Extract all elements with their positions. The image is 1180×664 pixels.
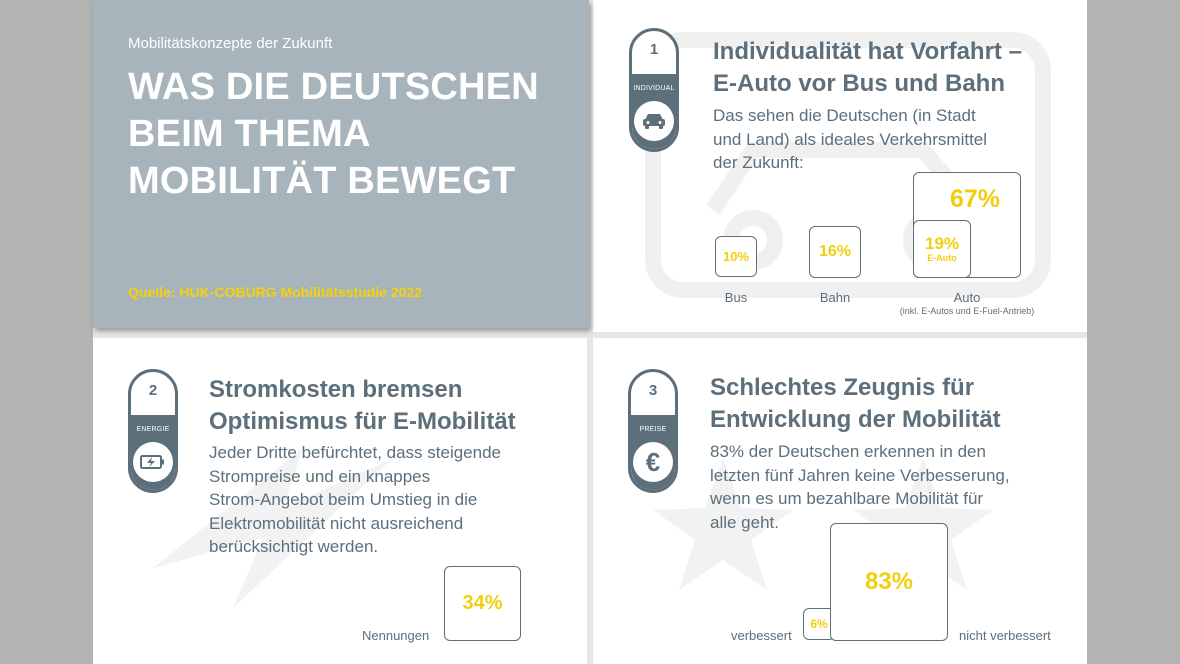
value-label: 67% (949, 185, 1000, 213)
source-note: Quelle: HUK-COBURG Mobilitätsstudie 2022 (128, 284, 423, 300)
section-badge: 1 INDIVIDUAL (629, 28, 679, 152)
section-tag: ENERGIE (136, 426, 170, 433)
body-line: letzten fünf Jahren keine Verbesserung, (710, 465, 1010, 485)
section-title-line: Individualität hat Vorfahrt – (713, 38, 1022, 65)
section-badge: 2 ENERGIE (128, 369, 178, 493)
body-line: Das sehen die Deutschen (in Stadt (713, 106, 976, 125)
kicker: Mobilitätskonzepte der Zukunft (128, 35, 333, 52)
category-label: Nennungen (362, 628, 430, 643)
page-title: WAS DIE DEUTSCHEN BEIM THEMA MOBILITÄT B… (128, 66, 539, 202)
car-icon (634, 101, 674, 141)
section-number: 3 (648, 382, 658, 399)
bar-verbessert: 6% (803, 608, 835, 640)
body-line: der Zukunft: (713, 153, 804, 172)
body-line: Strom-Angebot beim Umstieg in die (209, 490, 478, 509)
section-title-line: Optimismus für E-Mobilität (209, 408, 516, 435)
panel-preise: 3 PREISE € Schlechtes Zeugnis für Entwic… (593, 338, 1087, 664)
section-number: 1 (649, 41, 659, 58)
section-title: Schlechtes Zeugnis für Entwicklung der M… (710, 372, 1001, 436)
section-title: Individualität hat Vorfahrt – E-Auto vor… (713, 36, 1022, 100)
category-label: Bus (724, 290, 748, 305)
category-note: (inkl. E-Autos und E-Fuel-Antrieb) (899, 306, 1035, 316)
euro-icon: € (633, 442, 673, 482)
bar-nennungen: 34% (444, 566, 521, 641)
value-label: 34% (462, 592, 503, 614)
body-line: wenn es um bezahlbare Mobilität für (710, 489, 984, 508)
bar-bahn: 16% (809, 226, 861, 278)
section-body: Jeder Dritte befürchtet, dass steigende … (209, 441, 501, 559)
section-title: Stromkosten bremsen Optimismus für E-Mob… (209, 374, 516, 438)
section-tag: INDIVIDUAL (633, 85, 675, 92)
body-line: und Land) als ideales Verkehrsmittel (713, 129, 988, 149)
section-title-line: Stromkosten bremsen (209, 376, 463, 403)
lightning-watermark-icon (153, 448, 393, 608)
panel-individual: 1 INDIVIDUAL Individualität hat Vorfahrt… (593, 0, 1087, 332)
value-label: 83% (864, 568, 914, 595)
body-line: Strompreise und ein knappes (209, 466, 431, 486)
category-label: nicht verbessert (959, 628, 1051, 643)
bar-bus: 10% (715, 236, 757, 277)
section-title-line: Schlechtes Zeugnis für (710, 374, 975, 401)
value-label: 10% (722, 249, 750, 264)
value-label: 6% (810, 617, 828, 631)
section-number: 2 (148, 382, 158, 399)
section-tag: PREISE (639, 426, 667, 433)
body-line: Jeder Dritte befürchtet, dass steigende (209, 443, 501, 462)
category-label: verbessert (731, 628, 792, 643)
body-line: berücksichtigt werden. (209, 537, 379, 556)
panel-energie: 2 ENERGIE Stromkosten bremsen Optimismus… (93, 338, 587, 664)
bar-nicht-verbessert: 83% (830, 523, 948, 641)
value-label: 19% (924, 233, 960, 253)
body-line: alle geht. (710, 512, 779, 532)
subset-label: E-Auto (927, 252, 957, 263)
hero-panel: Mobilitätskonzepte der Zukunft WAS DIE D… (93, 0, 589, 328)
battery-icon (133, 442, 173, 482)
category-label: Auto (953, 290, 981, 305)
section-body: Das sehen die Deutschen (in Stadt und La… (713, 104, 987, 175)
section-title-line: Entwicklung der Mobilität (710, 406, 1001, 433)
value-label: 16% (818, 243, 852, 260)
body-line: Elektromobilität nicht ausreichend (209, 513, 464, 533)
category-label: Bahn (819, 290, 851, 305)
section-title-line: E-Auto vor Bus und Bahn (713, 70, 1005, 97)
section-badge: 3 PREISE € (628, 369, 678, 493)
section-body: 83% der Deutschen erkennen in den letzte… (710, 440, 1010, 534)
body-line: 83% der Deutschen erkennen in den (710, 442, 986, 461)
bar-e-auto: 19% E-Auto (913, 220, 971, 278)
